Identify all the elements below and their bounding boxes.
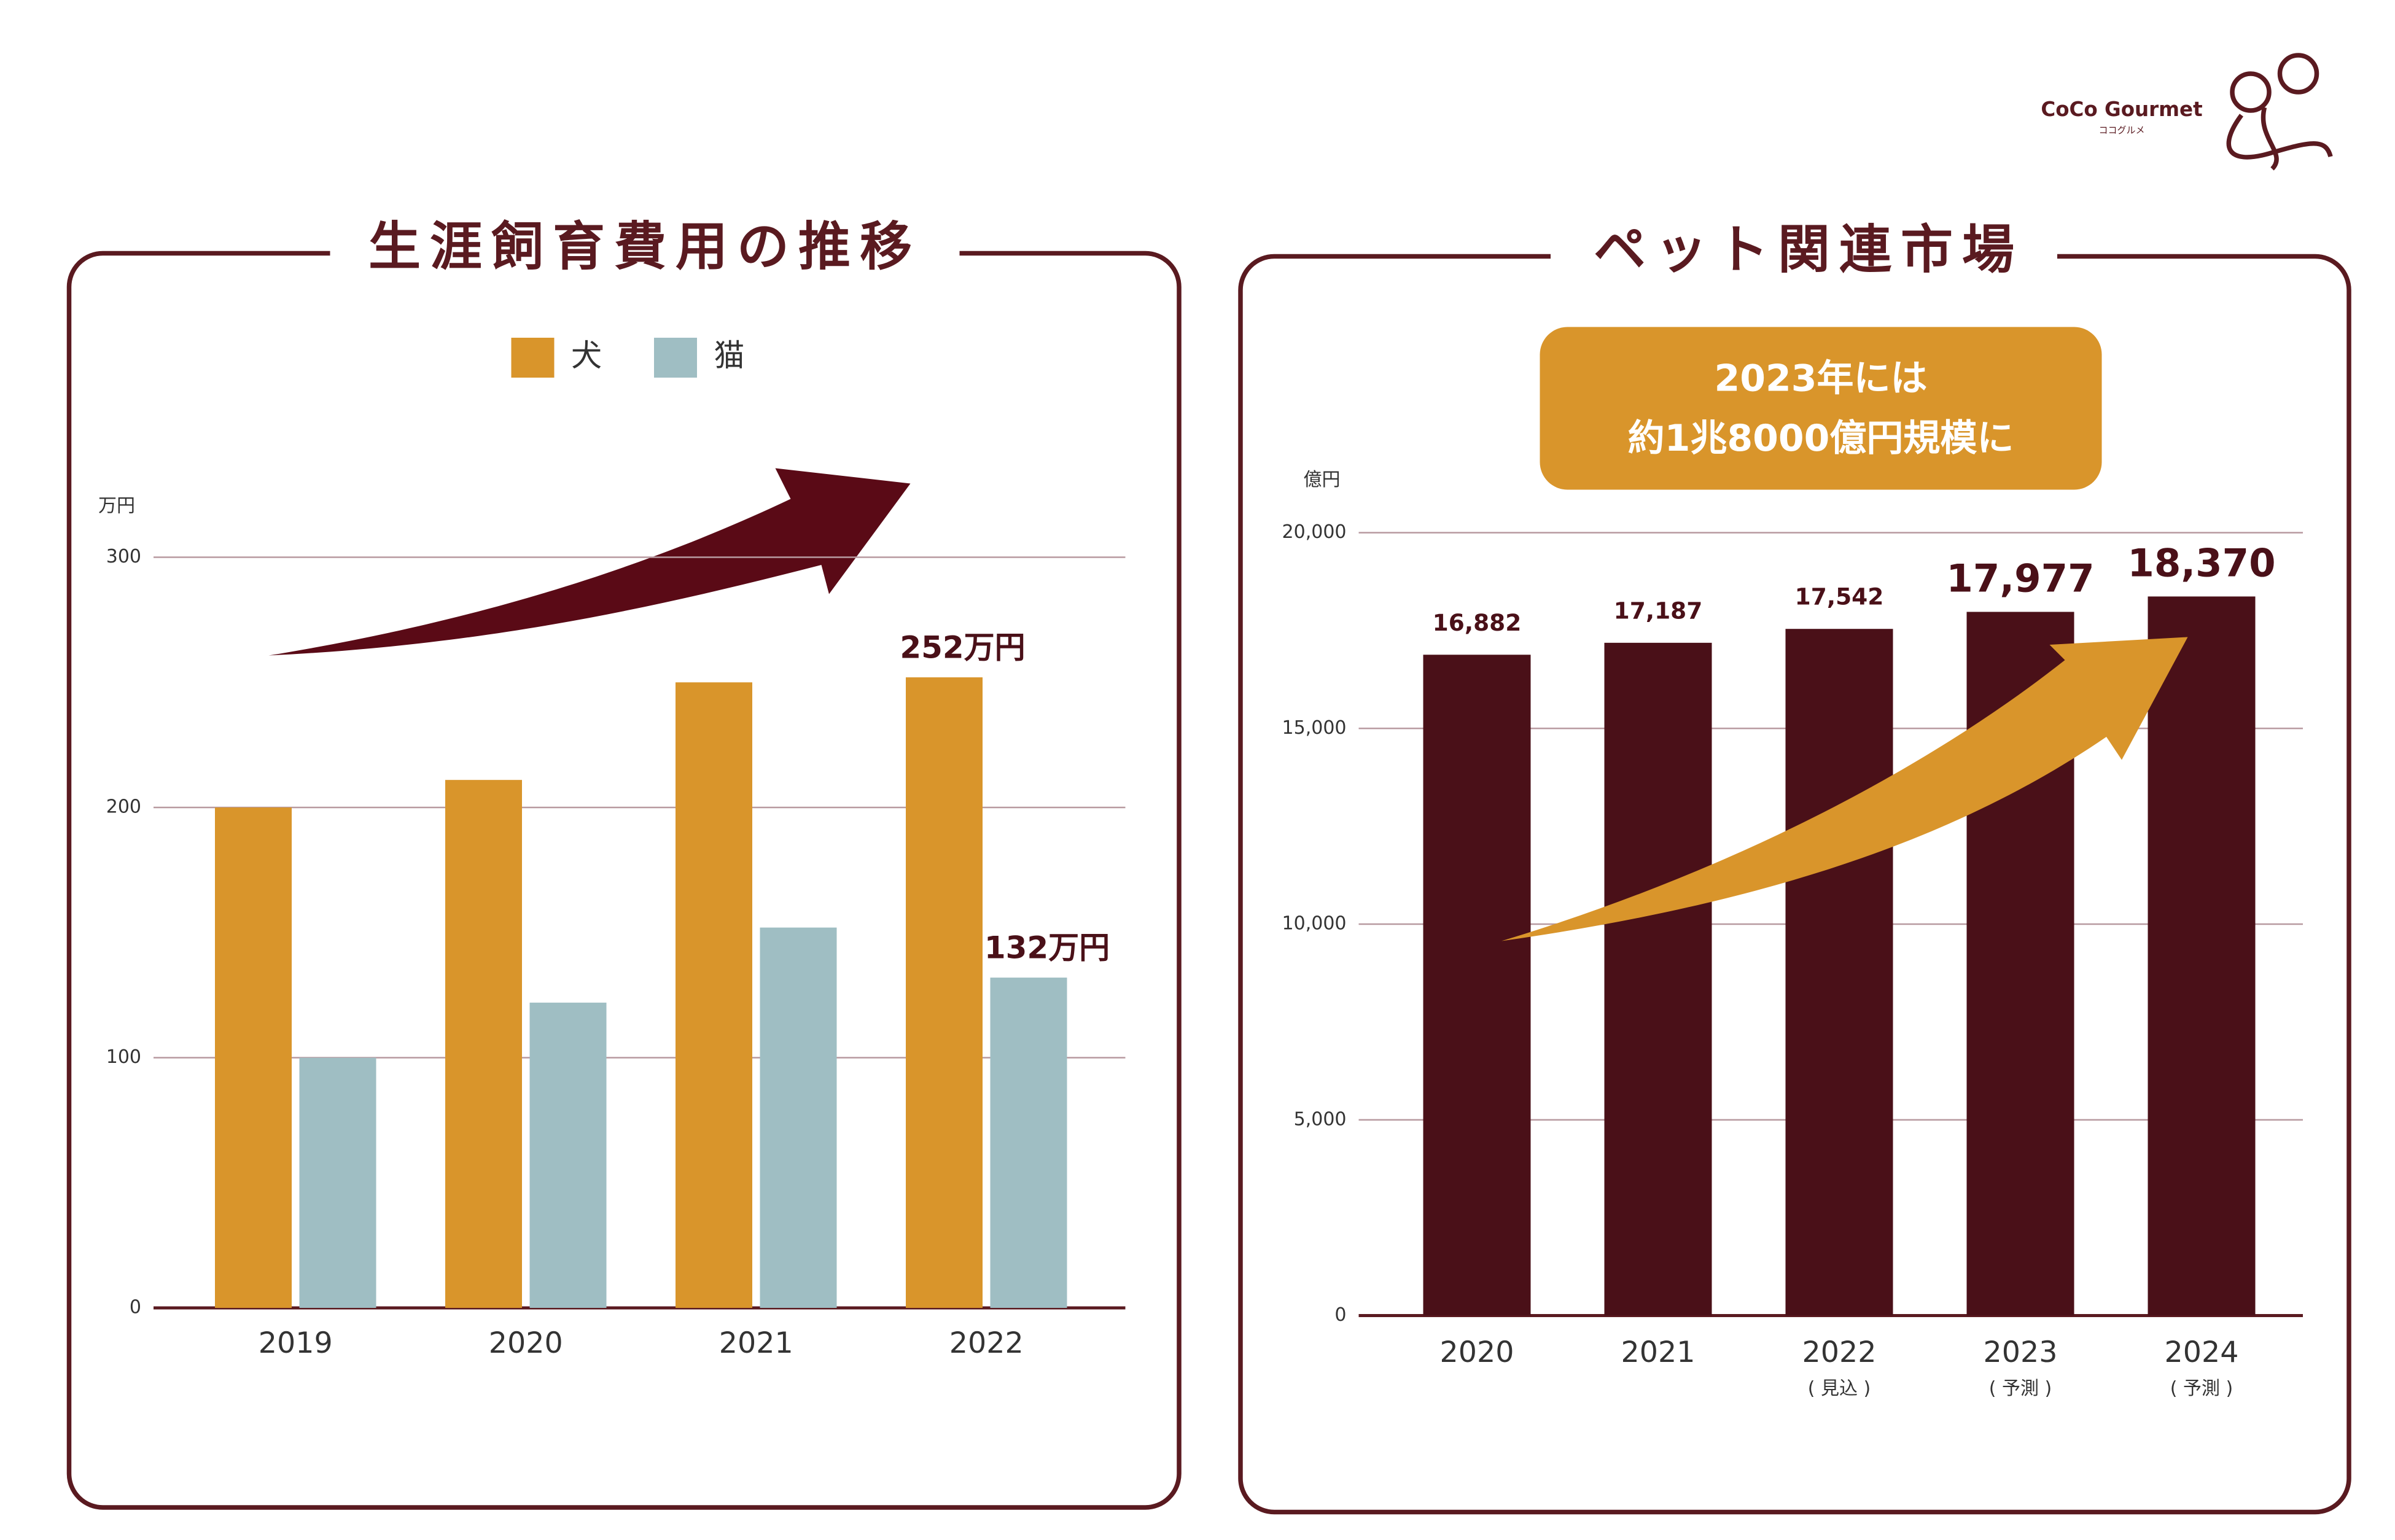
chart-title: 生涯飼育費用の推移 — [368, 217, 921, 278]
bar — [1604, 642, 1712, 1316]
bar — [676, 682, 752, 1308]
bar — [760, 927, 837, 1308]
title-bg — [1551, 215, 2057, 292]
trend-arrow — [1501, 637, 2188, 941]
legend-label: 猫 — [714, 338, 745, 373]
value-label: 17,977 — [1946, 556, 2094, 601]
y-tick-label: 15,000 — [1282, 717, 1347, 739]
legend-swatch — [511, 338, 555, 378]
x-tick-label: 2024 — [2165, 1336, 2239, 1369]
chart-title: ペット関連市場 — [1594, 220, 2023, 281]
x-tick-label: 2022 — [1802, 1336, 1877, 1369]
x-tick-label: 2020 — [489, 1326, 563, 1360]
legend-swatch — [654, 338, 697, 378]
bar — [1785, 629, 1893, 1316]
brand-name: CoCo Gourmet — [2041, 98, 2202, 121]
y-tick-label: 100 — [106, 1046, 141, 1068]
value-label: 17,542 — [1795, 583, 1884, 610]
bar — [906, 677, 983, 1308]
trend-arrow — [268, 468, 911, 656]
x-tick-label: 2020 — [1440, 1336, 1514, 1369]
value-label: 18,370 — [2127, 541, 2275, 586]
callout-box — [1540, 327, 2102, 490]
y-axis-label: 万円 — [98, 496, 135, 517]
brand-logo — [2226, 53, 2333, 171]
callout-text: 約1兆8000億円規模に — [1628, 417, 2014, 460]
y-axis-label: 億円 — [1304, 469, 1341, 491]
bar — [529, 1002, 607, 1308]
bar — [215, 807, 292, 1308]
title-bg — [330, 215, 960, 292]
y-tick-label: 10,000 — [1282, 913, 1347, 935]
bar — [1423, 655, 1531, 1316]
brand-kana: ココグルメ — [2098, 125, 2144, 136]
y-tick-label: 0 — [1334, 1304, 1346, 1326]
bar — [990, 978, 1067, 1308]
y-tick-label: 0 — [130, 1297, 141, 1318]
x-tick-label: 2021 — [719, 1326, 793, 1360]
x-tick-label: 2023 — [1984, 1336, 2058, 1369]
callout-text: 2023年には — [1715, 357, 1928, 400]
y-tick-label: 20,000 — [1282, 521, 1347, 543]
x-tick-label: 2021 — [1621, 1336, 1696, 1369]
value-label: 132万円 — [984, 930, 1110, 966]
y-tick-label: 5,000 — [1294, 1108, 1347, 1130]
bar — [299, 1057, 376, 1308]
bar — [2148, 596, 2256, 1316]
x-tick-note: ( 見込 ) — [1808, 1378, 1871, 1399]
value-label: 17,187 — [1614, 597, 1703, 624]
value-label: 252万円 — [900, 630, 1025, 666]
y-tick-label: 300 — [106, 546, 141, 567]
bar — [445, 780, 522, 1308]
y-tick-label: 200 — [106, 796, 141, 818]
x-tick-label: 2019 — [259, 1326, 333, 1360]
x-tick-note: ( 予測 ) — [1989, 1378, 2052, 1399]
x-tick-note: ( 予測 ) — [2170, 1378, 2233, 1399]
value-label: 16,882 — [1433, 609, 1522, 636]
legend-label: 犬 — [571, 338, 602, 373]
x-tick-label: 2022 — [949, 1326, 1024, 1360]
